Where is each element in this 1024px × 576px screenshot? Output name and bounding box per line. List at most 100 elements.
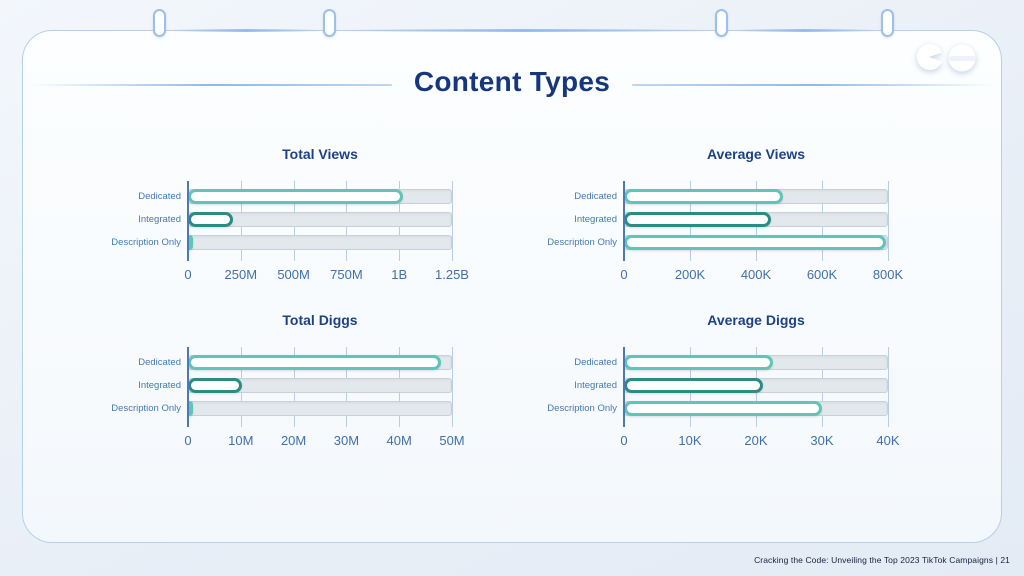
chart-title: Total Views — [282, 146, 358, 162]
bar-track — [188, 235, 452, 250]
bar-track — [188, 378, 452, 393]
y-axis-line — [187, 181, 189, 261]
slide-card — [22, 30, 1002, 543]
x-tick-label: 30M — [333, 433, 360, 448]
bar — [624, 235, 887, 250]
chart-total-views: Total Views Dedicated Integrated Descripti… — [104, 146, 469, 285]
x-tick-label: 0 — [184, 267, 192, 282]
x-tick-label: 400K — [740, 267, 772, 282]
category-axis: Dedicated Integrated Description Only — [104, 347, 188, 427]
bar-track — [624, 401, 888, 416]
x-axis: 0 200K 400K 600K 800K — [620, 267, 903, 285]
x-tick-label: 600K — [806, 267, 838, 282]
plot-area — [187, 347, 453, 427]
gridline — [888, 181, 889, 261]
y-axis-line — [623, 181, 625, 261]
plot-area — [623, 347, 889, 427]
x-tick-label: 1B — [391, 267, 408, 282]
bar — [188, 212, 233, 227]
category-label: Description Only — [111, 237, 181, 248]
x-tick-label: 500M — [277, 267, 310, 282]
bar — [188, 378, 242, 393]
category-label: Integrated — [574, 380, 617, 391]
top-edge-highlight — [342, 29, 710, 32]
chart-title: Total Diggs — [282, 312, 358, 328]
bar — [188, 401, 194, 416]
bar-track — [624, 378, 888, 393]
chart-total-diggs: Total Diggs Dedicated Integrated Descripti… — [104, 312, 464, 451]
pacman-icon — [916, 44, 942, 70]
bar-track — [188, 212, 452, 227]
y-axis-line — [623, 347, 625, 427]
x-axis: 0 250M 500M 750M 1B 1.25B — [184, 267, 469, 285]
binder-ring — [153, 9, 166, 37]
plot-area — [623, 181, 889, 261]
category-label: Description Only — [547, 403, 617, 414]
category-label: Description Only — [111, 403, 181, 414]
gridline — [452, 347, 453, 427]
bar-track — [624, 212, 888, 227]
gridline — [452, 181, 453, 261]
chart-average-diggs: Average Diggs Dedicated Integrated Descrip… — [540, 312, 899, 451]
y-axis-line — [187, 347, 189, 427]
category-axis: Dedicated Integrated Description Only — [104, 181, 188, 261]
x-tick-label: 10K — [678, 433, 702, 448]
bar — [624, 355, 773, 370]
bar — [624, 212, 771, 227]
category-label: Dedicated — [574, 191, 617, 202]
category-label: Dedicated — [574, 357, 617, 368]
category-axis: Dedicated Integrated Description Only — [540, 347, 624, 427]
x-tick-label: 20M — [280, 433, 307, 448]
plot-area — [187, 181, 453, 261]
x-tick-label: 1.25B — [435, 267, 469, 282]
x-tick-label: 40K — [876, 433, 900, 448]
x-tick-label: 750M — [330, 267, 363, 282]
gridline — [888, 347, 889, 427]
x-tick-label: 0 — [620, 433, 628, 448]
x-tick-label: 800K — [872, 267, 904, 282]
bar-track — [188, 189, 452, 204]
x-axis: 0 10K 20K 30K 40K — [620, 433, 899, 451]
x-axis: 0 10M 20M 30M 40M 50M — [184, 433, 464, 451]
chart-average-views: Average Views Dedicated Integrated Descrip… — [540, 146, 903, 285]
x-tick-label: 50M — [439, 433, 465, 448]
category-label: Dedicated — [138, 191, 181, 202]
page-title: Content Types — [413, 66, 611, 97]
bar — [188, 189, 404, 204]
category-label: Integrated — [138, 380, 181, 391]
x-tick-label: 20K — [744, 433, 768, 448]
top-edge-highlight — [172, 29, 320, 32]
divider-line-left — [30, 84, 392, 86]
category-label: Integrated — [574, 214, 617, 225]
x-tick-label: 40M — [386, 433, 412, 448]
bar — [188, 355, 442, 370]
x-tick-label: 200K — [674, 267, 706, 282]
brand-logo — [916, 43, 980, 73]
category-label: Dedicated — [138, 357, 181, 368]
x-tick-label: 0 — [620, 267, 628, 282]
footer-caption: Cracking the Code: Unveiling the Top 202… — [754, 555, 1010, 565]
binder-ring — [715, 9, 728, 37]
bar-track — [188, 401, 452, 416]
divider-line-right — [632, 84, 994, 86]
split-circle-icon — [948, 44, 976, 72]
bar-track — [624, 189, 888, 204]
bar — [624, 378, 763, 393]
category-label: Integrated — [138, 214, 181, 225]
bar — [624, 189, 784, 204]
bar — [624, 401, 822, 416]
binder-ring — [323, 9, 336, 37]
x-tick-label: 250M — [224, 267, 258, 282]
bar-track — [624, 235, 888, 250]
category-axis: Dedicated Integrated Description Only — [540, 181, 624, 261]
chart-title: Average Views — [706, 146, 806, 162]
x-tick-label: 30K — [810, 433, 834, 448]
category-label: Description Only — [547, 237, 617, 248]
x-tick-label: 10M — [228, 433, 254, 448]
bar — [188, 235, 193, 250]
top-edge-highlight — [734, 29, 876, 32]
chart-title: Average Diggs — [707, 312, 805, 328]
bar-track — [188, 355, 452, 370]
binder-ring — [881, 9, 894, 37]
